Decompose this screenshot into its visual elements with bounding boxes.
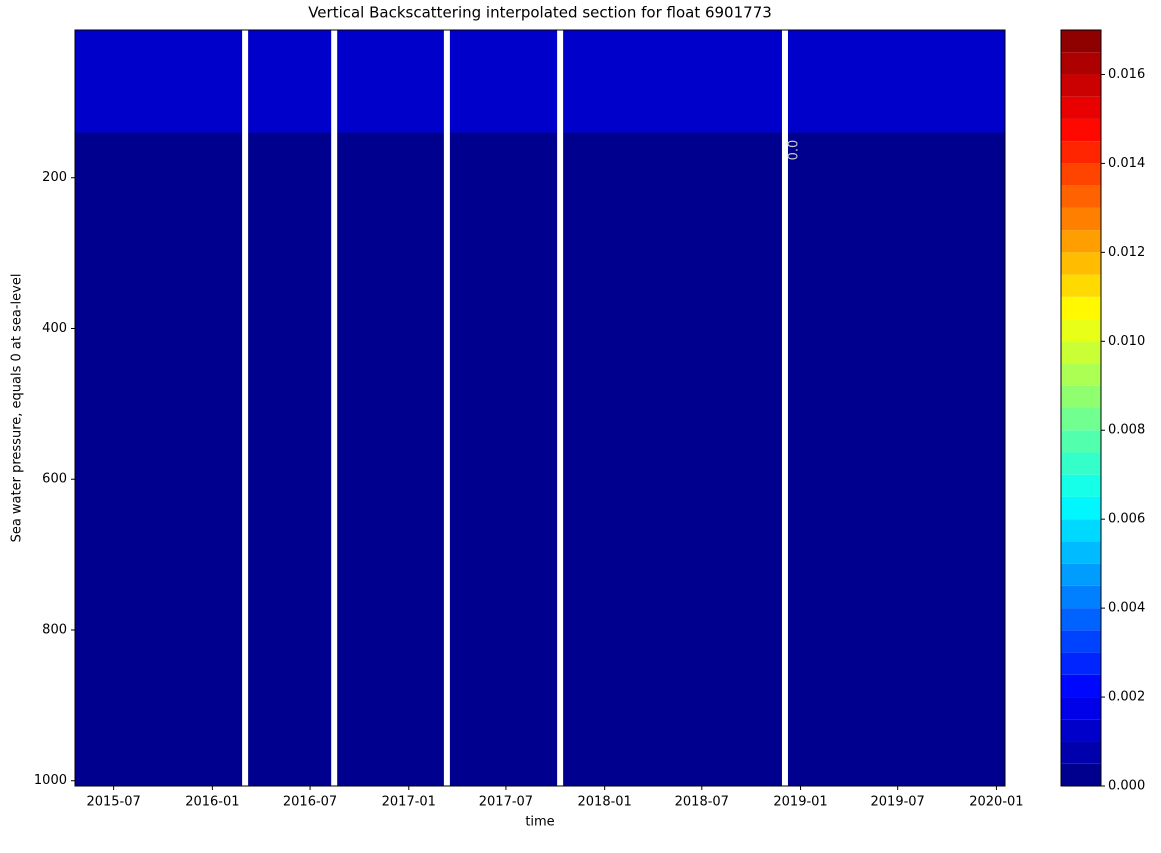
colorbar-band <box>1061 563 1101 586</box>
x-tick-label: 2018-01 <box>578 795 632 810</box>
colorbar-band <box>1061 118 1101 142</box>
colorbar-band <box>1061 408 1101 431</box>
colorbar-tick-label: 0.004 <box>1108 601 1145 616</box>
colorbar-band <box>1061 207 1101 231</box>
y-axis-label: Sea water pressure, equals 0 at sea-leve… <box>10 274 25 543</box>
y-tick-label: 800 <box>42 622 67 637</box>
colorbar-tick-label: 0.000 <box>1108 779 1145 794</box>
x-tick-label: 2016-07 <box>283 795 337 810</box>
x-tick-label: 2018-07 <box>675 795 729 810</box>
colorbar-tick-label: 0.014 <box>1108 156 1145 171</box>
colorbar-band <box>1061 30 1101 53</box>
colorbar-band <box>1061 341 1101 364</box>
colorbar-band <box>1061 519 1101 542</box>
colorbar-band <box>1061 163 1101 186</box>
colorbar-band <box>1061 608 1101 631</box>
x-tick-label: 2017-07 <box>479 795 533 810</box>
colorbar-tick-label: 0.006 <box>1108 512 1145 527</box>
colorbar-band <box>1061 52 1101 75</box>
colorbar-band <box>1061 319 1101 342</box>
colorbar-tick-label: 0.010 <box>1108 334 1145 349</box>
colorbar-tick-label: 0.012 <box>1108 245 1145 260</box>
colorbar-band <box>1061 763 1101 786</box>
x-tick-label: 2016-01 <box>185 795 239 810</box>
x-axis-label: time <box>525 815 554 830</box>
colorbar-band <box>1061 541 1101 564</box>
colorbar-band <box>1061 363 1101 386</box>
y-tick-label: 1000 <box>34 773 67 788</box>
colorbar-band <box>1061 496 1101 520</box>
contour-label: 0.0 <box>787 140 802 161</box>
contour-region <box>75 30 1005 133</box>
x-tick-label: 2017-01 <box>382 795 436 810</box>
colorbar-band <box>1061 719 1101 742</box>
colorbar-band <box>1061 697 1101 720</box>
colorbar-tick-label: 0.002 <box>1108 690 1145 705</box>
data-gap <box>242 30 249 786</box>
colorbar-band <box>1061 141 1101 164</box>
data-gap <box>557 30 564 786</box>
colorbar-band <box>1061 630 1101 653</box>
chart-title: Vertical Backscattering interpolated sec… <box>308 4 772 22</box>
contour-region <box>75 132 1005 786</box>
colorbar-band <box>1061 452 1101 475</box>
colorbar-band <box>1061 296 1101 320</box>
data-gap <box>331 30 338 786</box>
colorbar-frame <box>1060 29 1102 787</box>
colorbar-band <box>1061 674 1101 698</box>
y-tick-label: 600 <box>42 472 67 487</box>
colorbar-band <box>1061 741 1101 764</box>
colorbar-band <box>1061 230 1101 253</box>
colorbar-band <box>1061 585 1101 609</box>
x-tick-label: 2015-07 <box>86 795 140 810</box>
colorbar-band <box>1061 96 1101 119</box>
data-gap <box>443 30 450 786</box>
colorbar-band <box>1061 652 1101 675</box>
y-tick-label: 200 <box>42 170 67 185</box>
colorbar-band <box>1061 385 1101 408</box>
colorbar-band <box>1061 274 1101 297</box>
colorbar-band <box>1061 185 1101 208</box>
x-tick-label: 2020-01 <box>969 795 1023 810</box>
y-tick-label: 400 <box>42 321 67 336</box>
colorbar-tick-label: 0.008 <box>1108 423 1145 438</box>
colorbar-band <box>1061 430 1101 453</box>
colorbar-band <box>1061 252 1101 275</box>
colorbar-tick-label: 0.016 <box>1108 67 1145 82</box>
data-gap <box>781 30 788 786</box>
colorbar-band <box>1061 74 1101 97</box>
colorbar-band <box>1061 474 1101 497</box>
x-tick-label: 2019-01 <box>773 795 827 810</box>
plot-frame <box>74 29 1006 787</box>
x-tick-label: 2019-07 <box>871 795 925 810</box>
